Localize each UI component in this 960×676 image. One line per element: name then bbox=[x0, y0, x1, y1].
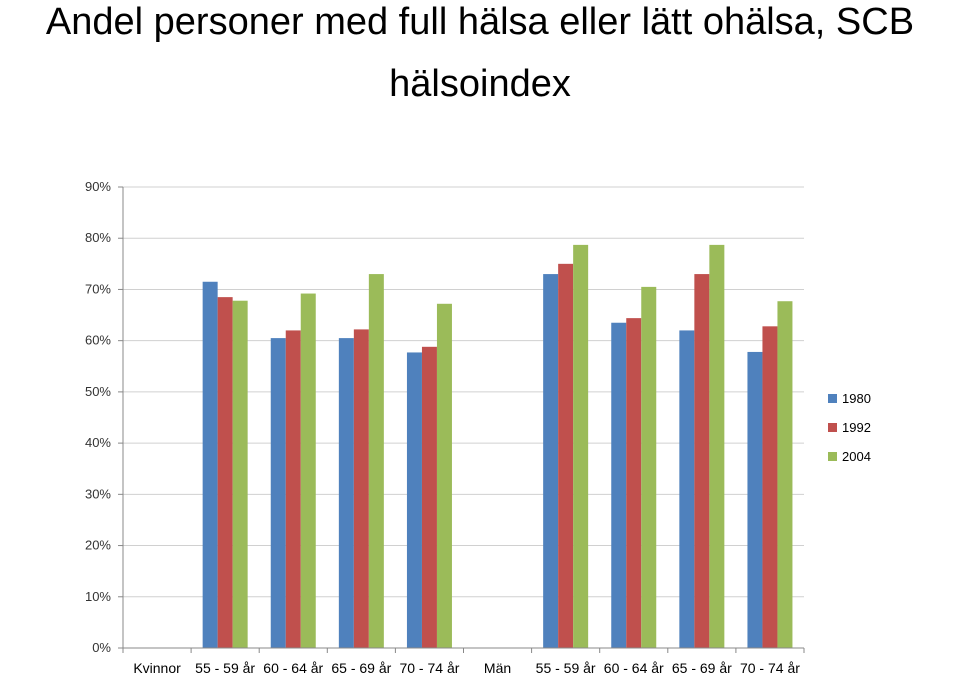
chart-title-line-1: Andel personer med full hälsa eller lätt… bbox=[45, 1, 915, 43]
bar-2004-8 bbox=[709, 244, 725, 648]
bar-2004-2 bbox=[300, 293, 316, 648]
x-category-label: 60 - 64 år bbox=[604, 660, 664, 676]
bar-1980-8 bbox=[679, 330, 695, 648]
y-tick-label: 50% bbox=[85, 384, 111, 399]
legend-label: 2004 bbox=[842, 449, 871, 464]
legend: 1980 1992 2004 bbox=[828, 391, 871, 464]
bar-2004-7 bbox=[641, 286, 657, 648]
bar-1980-2 bbox=[270, 338, 286, 648]
bar-2004-3 bbox=[368, 274, 384, 648]
y-tick-label: 0% bbox=[92, 640, 111, 655]
x-category-label: 60 - 64 år bbox=[263, 660, 323, 676]
bar-1980-6 bbox=[543, 274, 559, 648]
x-category-label: 55 - 59 år bbox=[195, 660, 255, 676]
y-tick-label: 90% bbox=[85, 179, 111, 194]
legend-swatch-1992 bbox=[828, 423, 837, 432]
y-tick-label: 70% bbox=[85, 281, 111, 296]
y-tick-label: 10% bbox=[85, 589, 111, 604]
bar-1992-9 bbox=[762, 326, 778, 648]
bar-1980-4 bbox=[406, 352, 422, 648]
bar-2004-4 bbox=[436, 303, 452, 648]
x-category-label: Män bbox=[484, 660, 511, 676]
y-tick-label: 40% bbox=[85, 435, 111, 450]
bar-1992-8 bbox=[694, 274, 710, 648]
chart-title-line-2: hälsoindex bbox=[389, 63, 571, 105]
bar-1992-7 bbox=[626, 318, 642, 648]
y-tick-label: 20% bbox=[85, 538, 111, 553]
bar-1980-3 bbox=[338, 338, 354, 648]
x-axis-categories: Kvinnor 55 - 59 år 60 - 64 år 65 - 69 år 70 … bbox=[133, 660, 800, 676]
bar-2004-9 bbox=[777, 301, 793, 648]
x-category-label: 70 - 74 år bbox=[399, 660, 459, 676]
x-category-label: 65 - 69 år bbox=[672, 660, 732, 676]
bar-1980-7 bbox=[611, 322, 627, 648]
bar-1992-1 bbox=[217, 297, 233, 648]
legend-label: 1980 bbox=[842, 391, 871, 406]
x-category-label: 55 - 59 år bbox=[536, 660, 596, 676]
y-tick-label: 30% bbox=[85, 486, 111, 501]
bar-1980-1 bbox=[202, 281, 218, 648]
bar-1992-6 bbox=[558, 263, 574, 648]
bar-1992-4 bbox=[421, 346, 437, 648]
bar-1992-3 bbox=[353, 329, 369, 648]
legend-swatch-2004 bbox=[828, 452, 837, 461]
bar-2004-6 bbox=[573, 244, 589, 648]
y-tick-label: 60% bbox=[85, 333, 111, 348]
bar-2004-1 bbox=[232, 300, 248, 648]
y-axis-ticks: 0% 10% 20% 30% 40% 50% 60% 70% 80% 90% bbox=[85, 179, 111, 655]
x-category-label: Kvinnor bbox=[133, 660, 181, 676]
bar-1980-9 bbox=[747, 351, 763, 648]
x-category-label: 70 - 74 år bbox=[740, 660, 800, 676]
legend-swatch-1980 bbox=[828, 394, 837, 403]
bars bbox=[202, 244, 793, 648]
y-tick-label: 80% bbox=[85, 230, 111, 245]
legend-label: 1992 bbox=[842, 420, 871, 435]
x-category-label: 65 - 69 år bbox=[331, 660, 391, 676]
bar-1992-2 bbox=[285, 330, 301, 648]
axes bbox=[118, 186, 805, 653]
